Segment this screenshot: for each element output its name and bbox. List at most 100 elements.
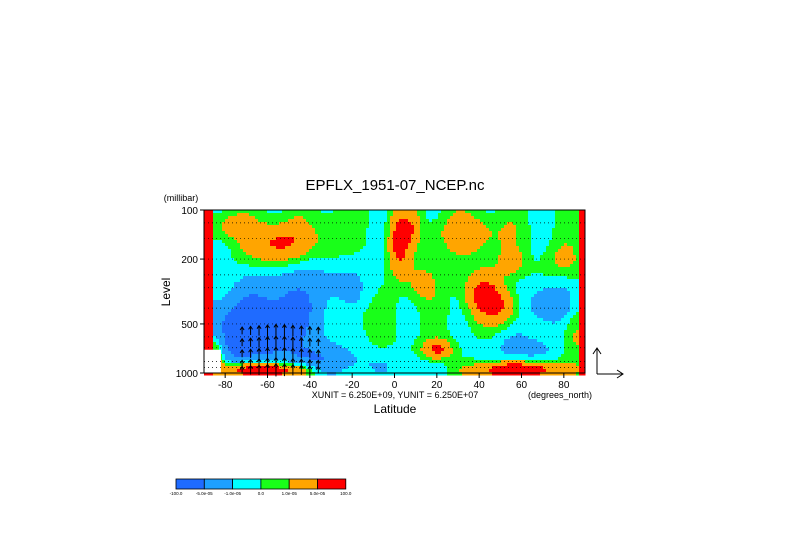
field-cell bbox=[264, 309, 268, 313]
field-cell bbox=[450, 300, 454, 304]
field-cell bbox=[393, 261, 397, 265]
field-cell bbox=[288, 291, 292, 295]
field-cell bbox=[246, 243, 250, 247]
field-cell bbox=[348, 273, 352, 277]
field-cell bbox=[528, 255, 532, 259]
field-cell bbox=[294, 234, 298, 238]
field-cell bbox=[438, 315, 442, 319]
field-cell bbox=[354, 303, 358, 307]
field-cell bbox=[279, 276, 283, 280]
field-cell bbox=[246, 264, 250, 268]
field-cell bbox=[525, 261, 529, 265]
field-cell bbox=[573, 321, 577, 325]
field-cell bbox=[471, 213, 475, 217]
field-cell bbox=[483, 303, 487, 307]
field-cell bbox=[354, 318, 358, 322]
field-cell bbox=[219, 312, 223, 316]
field-cell bbox=[549, 324, 553, 328]
field-cell bbox=[534, 324, 538, 328]
field-cell bbox=[297, 258, 301, 262]
field-cell bbox=[567, 306, 571, 310]
field-cell bbox=[312, 243, 316, 247]
field-cell bbox=[300, 246, 304, 250]
field-cell bbox=[363, 321, 367, 325]
field-cell bbox=[399, 303, 403, 307]
field-cell bbox=[450, 264, 454, 268]
field-cell bbox=[486, 213, 490, 217]
field-cell bbox=[393, 255, 397, 259]
field-cell bbox=[351, 318, 355, 322]
field-cell bbox=[345, 300, 349, 304]
field-cell bbox=[567, 303, 571, 307]
field-cell bbox=[369, 309, 373, 313]
field-cell bbox=[507, 270, 511, 274]
field-cell bbox=[519, 288, 523, 292]
field-cell bbox=[393, 306, 397, 310]
field-cell bbox=[315, 225, 319, 229]
field-cell bbox=[429, 291, 433, 295]
field-cell bbox=[465, 270, 469, 274]
field-cell bbox=[273, 297, 277, 301]
field-cell bbox=[255, 264, 259, 268]
field-cell bbox=[564, 216, 568, 220]
field-cell bbox=[483, 225, 487, 229]
field-cell bbox=[552, 306, 556, 310]
field-cell bbox=[387, 234, 391, 238]
field-cell bbox=[354, 297, 358, 301]
field-cell bbox=[336, 282, 340, 286]
field-cell bbox=[561, 306, 565, 310]
field-cell bbox=[486, 261, 490, 265]
field-cell bbox=[216, 234, 220, 238]
field-cell bbox=[495, 279, 499, 283]
field-cell bbox=[282, 291, 286, 295]
field-cell bbox=[243, 210, 247, 214]
field-cell bbox=[321, 309, 325, 313]
field-cell bbox=[378, 210, 382, 214]
field-cell bbox=[387, 231, 391, 235]
field-cell bbox=[540, 258, 544, 262]
field-cell bbox=[294, 321, 298, 325]
field-cell bbox=[396, 291, 400, 295]
field-cell bbox=[369, 210, 373, 214]
field-cell bbox=[543, 285, 547, 289]
field-cell bbox=[384, 306, 388, 310]
field-cell bbox=[213, 261, 217, 265]
field-cell bbox=[423, 231, 427, 235]
field-cell bbox=[459, 303, 463, 307]
field-cell bbox=[291, 297, 295, 301]
field-cell bbox=[474, 312, 478, 316]
field-cell bbox=[486, 222, 490, 226]
field-cell bbox=[240, 288, 244, 292]
field-cell bbox=[480, 279, 484, 283]
field-cell bbox=[492, 282, 496, 286]
field-cell bbox=[369, 315, 373, 319]
field-cell bbox=[282, 276, 286, 280]
field-cell bbox=[252, 240, 256, 244]
field-cell bbox=[396, 270, 400, 274]
field-cell bbox=[480, 282, 484, 286]
field-cell bbox=[498, 324, 502, 328]
field-cell bbox=[255, 324, 259, 328]
field-cell bbox=[291, 267, 295, 271]
field-cell bbox=[444, 243, 448, 247]
field-cell bbox=[267, 321, 271, 325]
field-cell bbox=[372, 309, 376, 313]
field-cell bbox=[402, 303, 406, 307]
field-cell bbox=[486, 321, 490, 325]
field-cell bbox=[570, 255, 574, 259]
field-cell bbox=[507, 225, 511, 229]
field-cell bbox=[492, 228, 496, 232]
field-cell bbox=[303, 282, 307, 286]
field-cell bbox=[507, 291, 511, 295]
field-cell bbox=[252, 321, 256, 325]
field-cell bbox=[429, 261, 433, 265]
field-cell bbox=[429, 240, 433, 244]
field-cell bbox=[453, 288, 457, 292]
field-cell bbox=[240, 318, 244, 322]
field-cell bbox=[432, 267, 436, 271]
field-cell bbox=[534, 249, 538, 253]
field-cell bbox=[231, 264, 235, 268]
field-cell bbox=[552, 318, 556, 322]
field-cell bbox=[531, 318, 535, 322]
field-cell bbox=[414, 255, 418, 259]
